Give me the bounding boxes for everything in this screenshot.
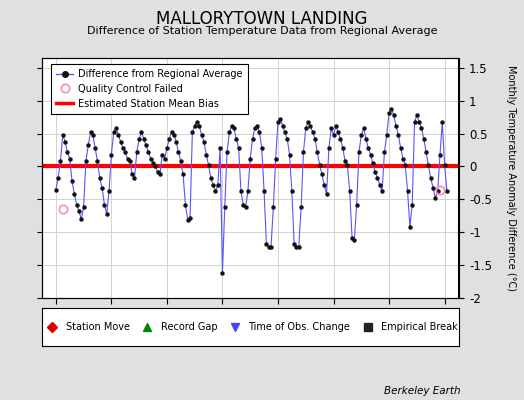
Text: Berkeley Earth: Berkeley Earth (385, 386, 461, 396)
Text: Difference of Station Temperature Data from Regional Average: Difference of Station Temperature Data f… (87, 26, 437, 36)
Y-axis label: Monthly Temperature Anomaly Difference (°C): Monthly Temperature Anomaly Difference (… (506, 65, 516, 291)
Legend: Difference from Regional Average, Quality Control Failed, Estimated Station Mean: Difference from Regional Average, Qualit… (51, 64, 247, 114)
Legend: Station Move, Record Gap, Time of Obs. Change, Empirical Break: Station Move, Record Gap, Time of Obs. C… (39, 319, 461, 335)
Text: MALLORYTOWN LANDING: MALLORYTOWN LANDING (156, 10, 368, 28)
